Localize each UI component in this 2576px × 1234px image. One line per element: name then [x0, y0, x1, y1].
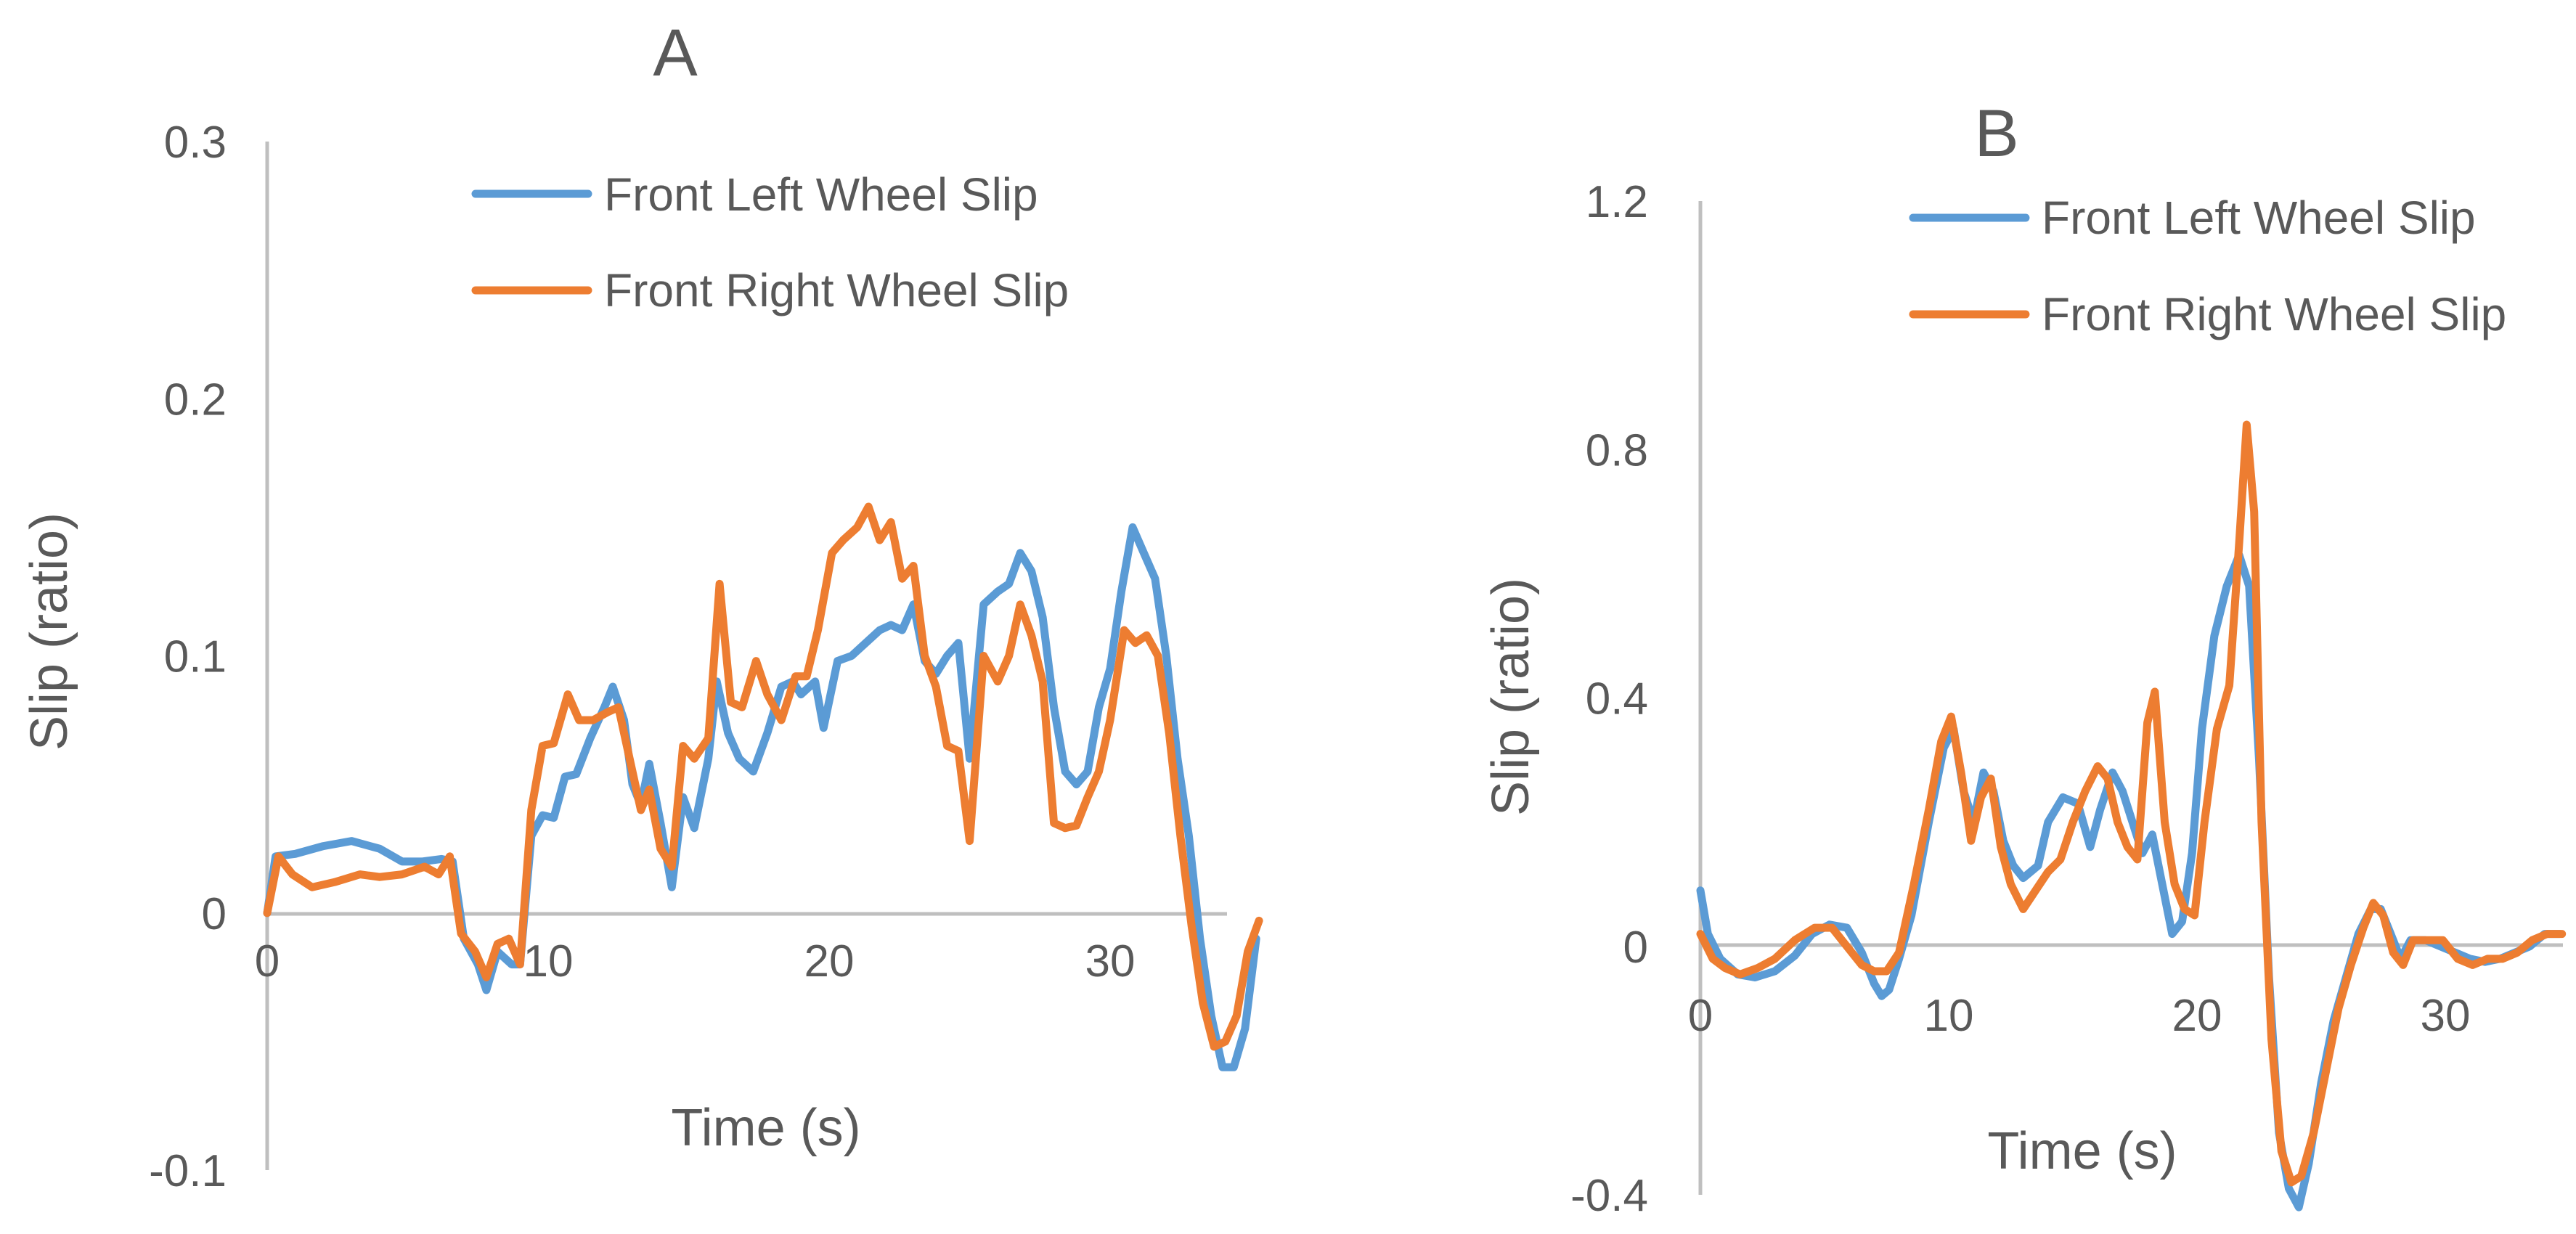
- chart-a-legend: Front Left Wheel Slip Front Right Wheel …: [471, 168, 1069, 316]
- chart-a-y-ticks: -0.1 0 0.1 0.2 0.3: [149, 118, 227, 1196]
- chart-a-x-axis-label: Time (s): [671, 1099, 860, 1157]
- chart-a-legend-front-left-label: Front Left Wheel Slip: [604, 168, 1038, 221]
- chart-b-y-tick-label: 1.2: [1586, 177, 1648, 227]
- chart-b-x-ticks: 0 10 20 30: [1688, 991, 2471, 1041]
- chart-b-x-tick-label: 30: [2421, 991, 2471, 1041]
- chart-b-legend-front-right-label: Front Right Wheel Slip: [2042, 288, 2506, 340]
- chart-a-series-front-left-line: [263, 523, 1260, 1071]
- chart-a-x-ticks: 0 10 20 30: [255, 936, 1136, 986]
- chart-a-y-tick-label: -0.1: [149, 1146, 227, 1196]
- chart-a-title: A: [653, 16, 698, 90]
- chart-a-x-tick-label: 30: [1085, 936, 1136, 986]
- chart-a-legend-front-right-label: Front Right Wheel Slip: [604, 264, 1069, 316]
- chart-b-y-ticks: -0.4 0 0.4 0.8 1.2: [1570, 177, 1648, 1221]
- chart-b-y-tick-label: 0.8: [1586, 425, 1648, 475]
- chart-b-series-front-left-line: [1696, 551, 2564, 1211]
- chart-a-x-tick-label: 20: [804, 936, 855, 986]
- chart-b: B Slip (ratio) Time (s) -0.4 0 0.4 0.8 1.2 0…: [1482, 97, 2567, 1221]
- chart-b-legend: Front Left Wheel Slip Front Right Wheel …: [1909, 192, 2506, 340]
- chart-b-y-tick-label: 0.4: [1586, 674, 1648, 724]
- chart-a: A Slip (ratio) Time (s) -0.1 0 0.1 0.2 0.3 0…: [20, 16, 1263, 1196]
- chart-a-y-tick-label: 0: [202, 889, 227, 939]
- chart-a-y-tick-label: 0.2: [164, 375, 227, 425]
- chart-b-x-tick-label: 10: [1924, 991, 1974, 1041]
- chart-b-series-front-right-line: [1696, 420, 2567, 1187]
- chart-b-x-axis-label: Time (s): [1987, 1122, 2177, 1180]
- chart-a-series-front-right-line: [263, 502, 1263, 1051]
- chart-b-legend-front-left-label: Front Left Wheel Slip: [2042, 192, 2476, 244]
- chart-a-x-tick-label: 10: [523, 936, 574, 986]
- chart-a-x-tick-label: 0: [255, 936, 280, 986]
- chart-a-y-axis-label: Slip (ratio): [20, 512, 78, 751]
- chart-a-y-tick-label: 0.3: [164, 118, 227, 168]
- chart-b-x-tick-label: 20: [2172, 991, 2222, 1041]
- chart-b-y-tick-label: -0.4: [1570, 1171, 1648, 1221]
- chart-b-y-axis-label: Slip (ratio): [1482, 578, 1540, 816]
- chart-a-y-tick-label: 0.1: [164, 632, 227, 682]
- chart-b-x-tick-label: 0: [1688, 991, 1713, 1041]
- chart-b-title: B: [1974, 97, 2018, 171]
- chart-b-y-tick-label: 0: [1623, 923, 1648, 973]
